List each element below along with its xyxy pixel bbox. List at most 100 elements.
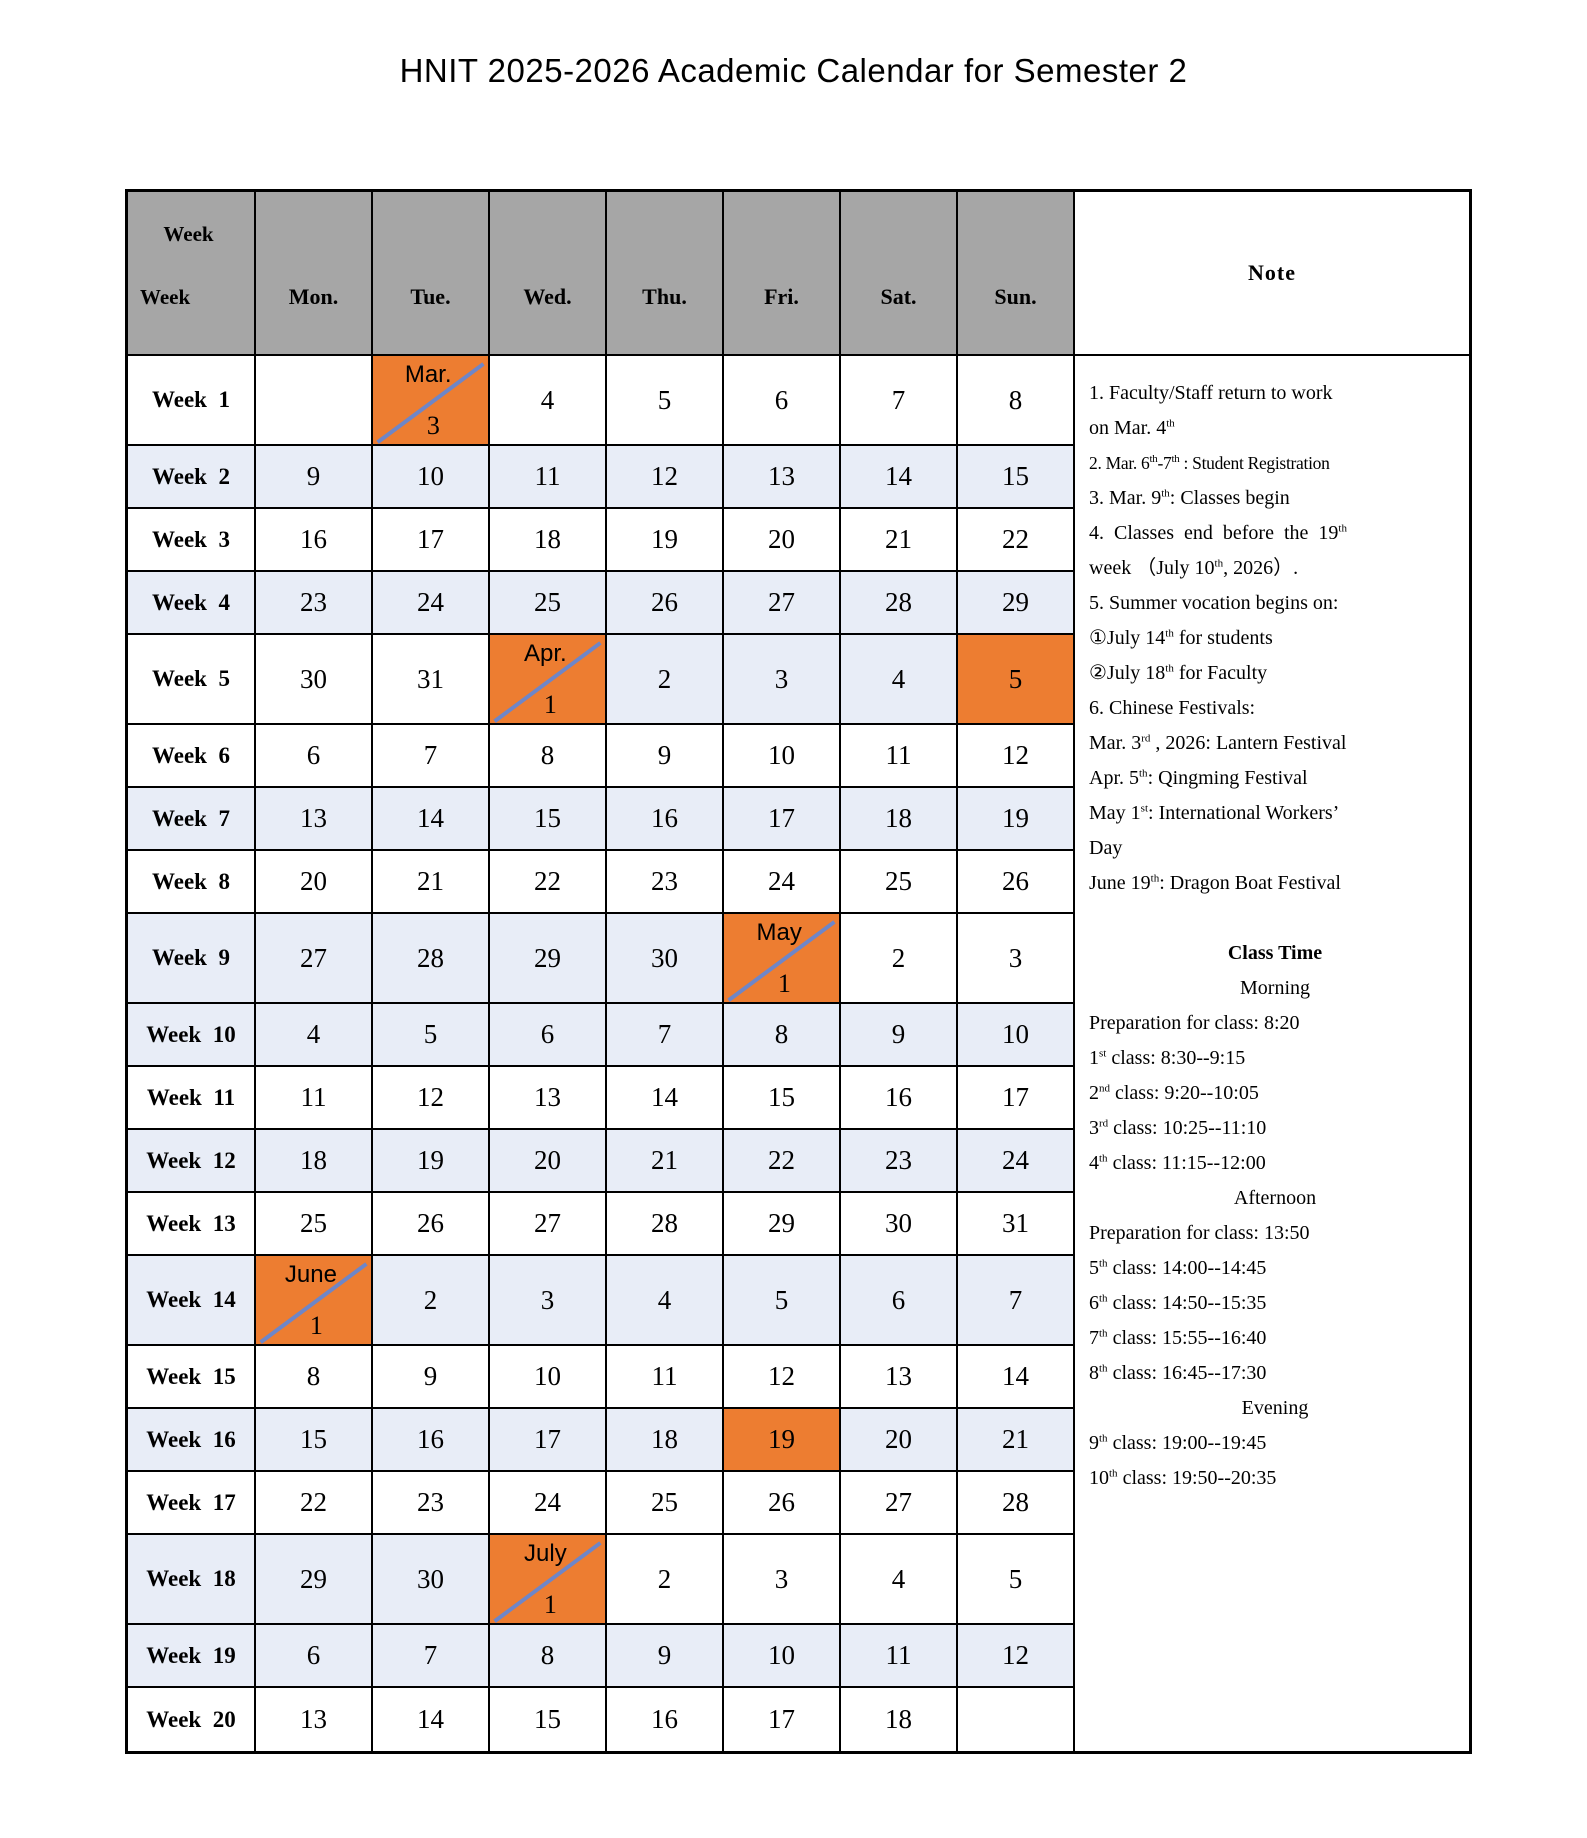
holiday-cell: 5 <box>958 635 1075 725</box>
day-cell: 3 <box>958 914 1075 1004</box>
day-cell: 28 <box>373 914 490 1004</box>
day-cell: 8 <box>490 1625 607 1688</box>
week-row: Week 11 11 12 13 14 15 16 17 <box>128 1067 1075 1130</box>
day-cell: 23 <box>256 572 373 635</box>
month-start-cell: May 1 <box>724 914 841 1004</box>
note-line: Mar. 3rd , 2026: Lantern Festival <box>1089 732 1347 754</box>
day-cell: 4 <box>841 1535 958 1625</box>
week-label: Week 3 <box>128 509 256 572</box>
day-cell: 8 <box>256 1346 373 1409</box>
day-cell: 20 <box>724 509 841 572</box>
day-cell: 6 <box>490 1004 607 1067</box>
note-line: 6th class: 14:50--15:35 <box>1089 1292 1267 1314</box>
note-line: 2nd class: 9:20--10:05 <box>1089 1082 1259 1104</box>
day-cell: 18 <box>256 1130 373 1193</box>
day-cell: 3 <box>724 635 841 725</box>
week-label: Week 4 <box>128 572 256 635</box>
day-cell: 28 <box>958 1472 1075 1535</box>
note-line: Afternoon <box>1233 1187 1317 1209</box>
day-cell: 21 <box>841 509 958 572</box>
note-line: Class Time <box>1227 942 1323 964</box>
week-row: Week 15 8 9 10 11 12 13 14 <box>128 1346 1075 1409</box>
note-line: 9th class: 19:00--19:45 <box>1089 1432 1267 1454</box>
day-cell: 7 <box>373 1625 490 1688</box>
day-cell: 4 <box>256 1004 373 1067</box>
note-line: 4. Classes end before the 19th <box>1089 522 1347 544</box>
day-cell: 12 <box>607 446 724 509</box>
day-header-tue: Tue. <box>373 192 490 356</box>
day-cell: 9 <box>256 446 373 509</box>
day-cell: 12 <box>958 725 1075 788</box>
day-cell: 17 <box>724 788 841 851</box>
note-line: 1. Faculty/Staff return to work <box>1089 382 1333 404</box>
day-number: 1 <box>777 969 791 998</box>
day-cell: 18 <box>490 509 607 572</box>
week-label: Week 16 <box>128 1409 256 1472</box>
week-row: Week 18 29 30 July 1 2 3 4 5 <box>128 1535 1075 1625</box>
note-header: Note <box>1075 192 1469 356</box>
day-cell: 14 <box>958 1346 1075 1409</box>
note-line: 3rd class: 10:25--11:10 <box>1089 1117 1267 1139</box>
day-cell: 19 <box>373 1130 490 1193</box>
day-cell: 24 <box>958 1130 1075 1193</box>
day-cell: 7 <box>958 1256 1075 1346</box>
note-line: 4th class: 11:15--12:00 <box>1089 1152 1266 1174</box>
day-number: 1 <box>309 1311 323 1340</box>
day-cell: 22 <box>724 1130 841 1193</box>
day-cell: 27 <box>490 1193 607 1256</box>
note-line: Preparation for class: 8:20 <box>1089 1012 1300 1034</box>
week-row: Week 19 6 7 8 9 10 11 12 <box>128 1625 1075 1688</box>
day-cell: 31 <box>373 635 490 725</box>
week-label: Week 1 <box>128 356 256 446</box>
day-cell: 14 <box>373 788 490 851</box>
day-cell: 5 <box>724 1256 841 1346</box>
note-line: 2. Mar. 6th-7th : Student Registration <box>1089 453 1330 473</box>
day-cell: 14 <box>373 1688 490 1751</box>
week-label: Week 19 <box>128 1625 256 1688</box>
day-cell: 6 <box>256 725 373 788</box>
week-row: Week 9 27 28 29 30 May 1 2 3 <box>128 914 1075 1004</box>
day-cell: 6 <box>724 356 841 446</box>
day-cell: 11 <box>490 446 607 509</box>
day-cell: 22 <box>256 1472 373 1535</box>
week-label: Week 7 <box>128 788 256 851</box>
month-slash-line <box>373 356 488 444</box>
week-row: Week 17 22 23 24 25 26 27 28 <box>128 1472 1075 1535</box>
day-cell: 16 <box>607 1688 724 1751</box>
day-header-wed: Wed. <box>490 192 607 356</box>
day-cell: 28 <box>607 1193 724 1256</box>
day-cell: 26 <box>724 1472 841 1535</box>
day-cell: 5 <box>373 1004 490 1067</box>
day-header-thu: Thu. <box>607 192 724 356</box>
month-slash-line <box>490 635 605 723</box>
day-cell: 17 <box>724 1688 841 1751</box>
week-row: Week 12 18 19 20 21 22 23 24 <box>128 1130 1075 1193</box>
day-cell: 5 <box>958 1535 1075 1625</box>
day-cell: 2 <box>607 635 724 725</box>
note-line: Evening <box>1241 1397 1309 1419</box>
month-label: June <box>284 1261 337 1288</box>
day-cell: 9 <box>841 1004 958 1067</box>
day-cell: 23 <box>841 1130 958 1193</box>
day-cell: 25 <box>256 1193 373 1256</box>
day-cell: 5 <box>607 356 724 446</box>
week-label: Week 10 <box>128 1004 256 1067</box>
note-line: 5th class: 14:00--14:45 <box>1089 1257 1267 1279</box>
week-label: Week 18 <box>128 1535 256 1625</box>
note-line: Preparation for class: 13:50 <box>1089 1222 1310 1244</box>
week-label: Week 13 <box>128 1193 256 1256</box>
day-number: 1 <box>543 690 557 719</box>
day-cell: 11 <box>841 725 958 788</box>
header-row: Week Week Mon. Tue. Wed. Thu. Fri. Sat. Sun. <box>128 192 1075 356</box>
day-cell: 10 <box>724 1625 841 1688</box>
month-start-cell: June 1 <box>256 1256 373 1346</box>
week-label: Week 6 <box>128 725 256 788</box>
day-cell: 25 <box>841 851 958 914</box>
note-line: 6. Chinese Festivals: <box>1089 697 1256 719</box>
week-label: Week 8 <box>128 851 256 914</box>
note-line: Day <box>1089 837 1123 859</box>
week-row: Week 14 June 1 2 3 4 5 6 7 <box>128 1256 1075 1346</box>
day-cell: 2 <box>841 914 958 1004</box>
week-row: Week 6 6 7 8 9 10 11 12 <box>128 725 1075 788</box>
day-cell: 21 <box>373 851 490 914</box>
